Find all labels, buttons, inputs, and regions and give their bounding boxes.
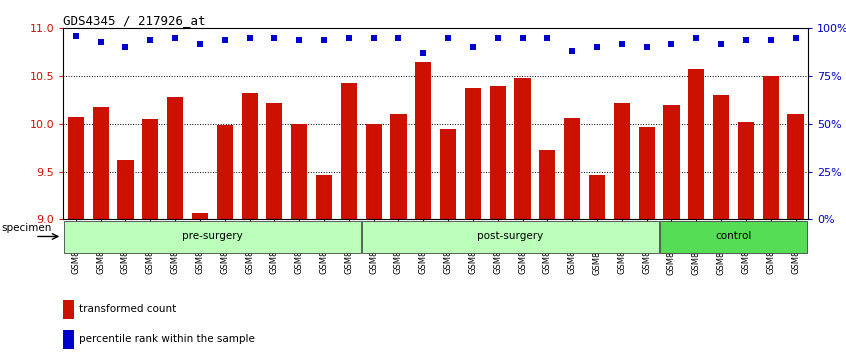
- Bar: [291, 124, 307, 219]
- Bar: [713, 95, 729, 219]
- Point: [243, 35, 256, 41]
- Point: [466, 45, 480, 50]
- Bar: [440, 129, 456, 219]
- Point: [267, 35, 281, 41]
- Point: [541, 35, 554, 41]
- Point: [193, 41, 206, 46]
- Point: [640, 45, 653, 50]
- Text: percentile rank within the sample: percentile rank within the sample: [79, 334, 255, 344]
- Bar: [316, 175, 332, 219]
- Point: [615, 41, 629, 46]
- Bar: [564, 118, 580, 219]
- Point: [739, 37, 753, 42]
- Bar: [341, 83, 357, 219]
- Point: [94, 39, 107, 45]
- Point: [168, 35, 182, 41]
- Bar: [64, 221, 360, 253]
- Point: [591, 45, 604, 50]
- Bar: [362, 221, 658, 253]
- Bar: [464, 87, 481, 219]
- Point: [392, 35, 405, 41]
- Bar: [217, 125, 233, 219]
- Point: [442, 35, 455, 41]
- Bar: [118, 160, 134, 219]
- Bar: [762, 76, 779, 219]
- Point: [367, 35, 381, 41]
- Bar: [365, 124, 382, 219]
- Point: [342, 35, 355, 41]
- Point: [491, 35, 504, 41]
- Bar: [390, 114, 407, 219]
- Point: [714, 41, 728, 46]
- Bar: [660, 221, 807, 253]
- Bar: [415, 62, 431, 219]
- Point: [144, 37, 157, 42]
- Point: [293, 37, 306, 42]
- Bar: [68, 117, 84, 219]
- Text: transformed count: transformed count: [79, 304, 176, 314]
- Bar: [613, 103, 630, 219]
- Bar: [167, 97, 184, 219]
- Text: pre-surgery: pre-surgery: [182, 232, 243, 241]
- Text: specimen: specimen: [1, 223, 52, 233]
- Point: [218, 37, 232, 42]
- Point: [69, 33, 83, 39]
- Bar: [92, 107, 109, 219]
- Bar: [663, 105, 679, 219]
- Bar: [589, 175, 605, 219]
- Point: [118, 45, 132, 50]
- Point: [416, 50, 430, 56]
- Text: control: control: [716, 232, 751, 241]
- Bar: [63, 330, 74, 349]
- Bar: [63, 300, 74, 319]
- Bar: [738, 122, 754, 219]
- Bar: [241, 93, 258, 219]
- Bar: [192, 213, 208, 219]
- Point: [516, 35, 530, 41]
- Point: [689, 35, 703, 41]
- Text: GDS4345 / 217926_at: GDS4345 / 217926_at: [63, 14, 206, 27]
- Point: [788, 35, 802, 41]
- Text: post-surgery: post-surgery: [477, 232, 543, 241]
- Point: [665, 41, 678, 46]
- Bar: [788, 114, 804, 219]
- Bar: [688, 69, 705, 219]
- Bar: [142, 119, 158, 219]
- Bar: [539, 150, 556, 219]
- Bar: [639, 127, 655, 219]
- Point: [764, 37, 777, 42]
- Point: [317, 37, 331, 42]
- Bar: [514, 78, 530, 219]
- Bar: [490, 86, 506, 219]
- Bar: [266, 103, 283, 219]
- Point: [565, 48, 579, 54]
